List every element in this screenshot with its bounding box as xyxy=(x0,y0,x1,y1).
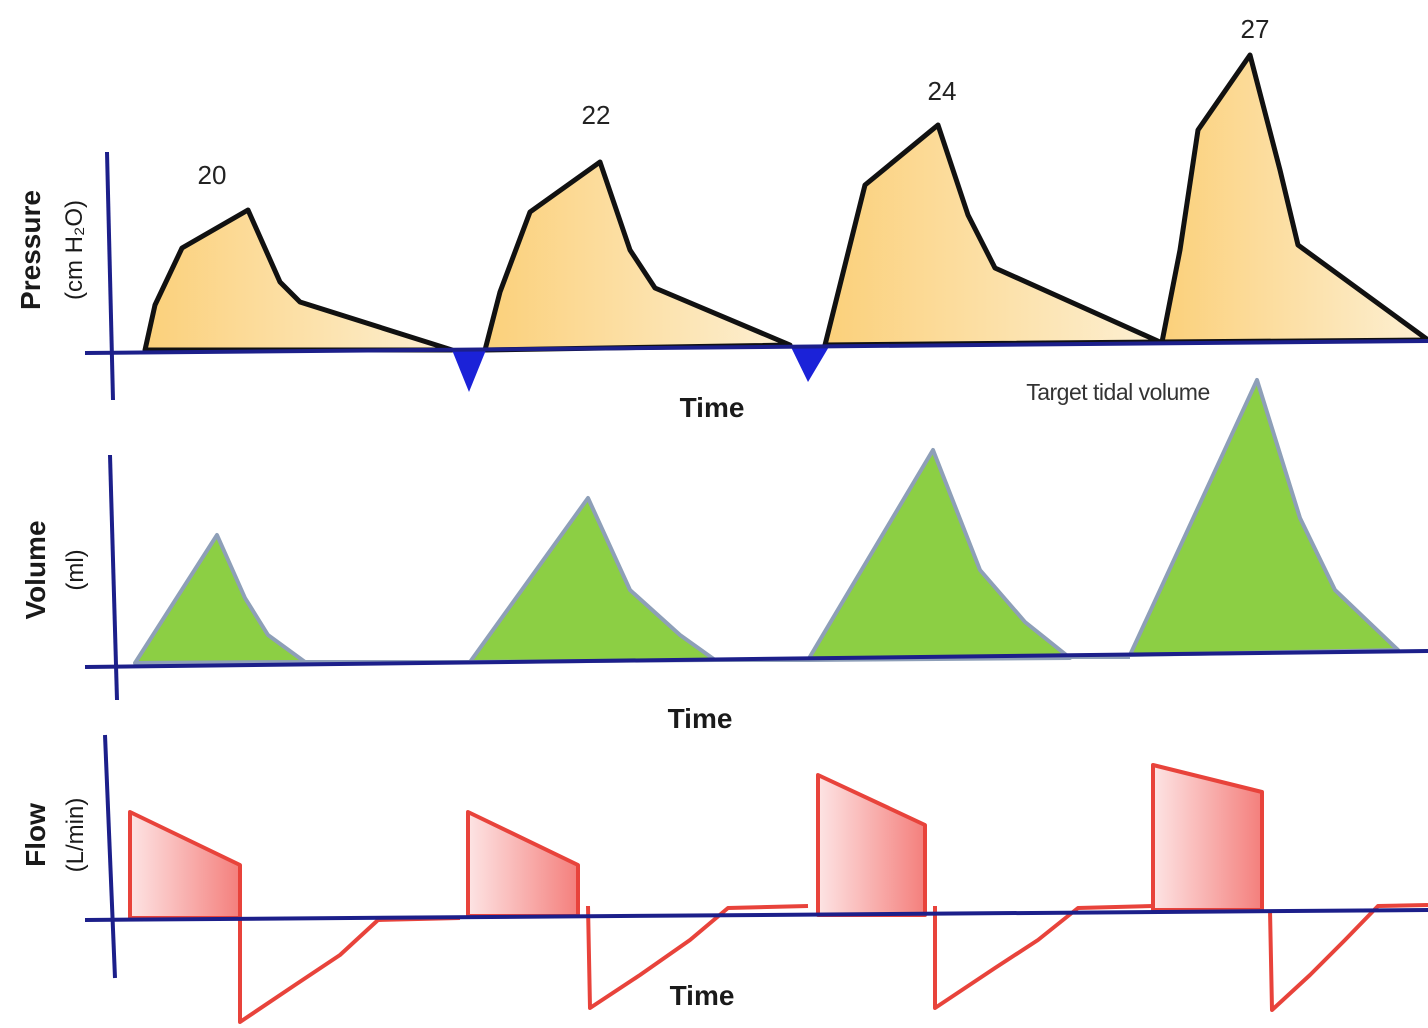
volume-breath-2 xyxy=(470,498,715,662)
flow-inspiration-3 xyxy=(818,775,925,915)
flow-inspiration-4 xyxy=(1153,765,1262,910)
volume-breath-4 xyxy=(1130,380,1398,655)
peak-label-2: 22 xyxy=(582,100,611,130)
flow-panel: Flow (L/min) Time xyxy=(20,735,1428,1022)
peak-label-3: 24 xyxy=(928,76,957,106)
pressure-breath-3 xyxy=(825,125,1160,345)
peak-label-4: 27 xyxy=(1241,14,1270,44)
volume-breath-1 xyxy=(135,535,305,663)
volume-panel: Target tidal volume Volume (ml) Time xyxy=(20,379,1428,734)
flow-expiration-4 xyxy=(1270,905,1428,1010)
flow-yunit: (L/min) xyxy=(62,798,89,873)
pressure-y-axis xyxy=(107,152,113,400)
pressure-panel: 20 22 24 27 Pressure (cm H₂O) Time xyxy=(15,14,1428,423)
flow-x-axis xyxy=(85,910,1428,920)
flow-expiration-1 xyxy=(240,918,460,1022)
pressure-ylabel: Pressure xyxy=(15,190,46,310)
pressure-yunit: (cm H₂O) xyxy=(61,200,88,300)
volume-breath-3 xyxy=(808,450,1070,660)
volume-ylabel: Volume xyxy=(20,520,51,619)
flow-xlabel: Time xyxy=(670,980,735,1011)
pressure-xlabel: Time xyxy=(680,392,745,423)
trigger-triangle-2 xyxy=(790,345,830,382)
trigger-triangle-1 xyxy=(452,350,486,392)
flow-ylabel: Flow xyxy=(20,803,51,867)
flow-expiration-3 xyxy=(935,906,1153,1008)
pressure-breath-4 xyxy=(1162,55,1428,342)
flow-y-axis xyxy=(105,735,115,978)
volume-y-axis xyxy=(110,455,117,700)
target-tidal-volume-label: Target tidal volume xyxy=(1026,379,1210,405)
flow-inspiration-2 xyxy=(468,812,578,916)
volume-xlabel: Time xyxy=(668,703,733,734)
volume-yunit: (ml) xyxy=(62,549,89,590)
peak-label-1: 20 xyxy=(198,160,227,190)
pressure-breath-1 xyxy=(145,210,452,350)
flow-inspiration-1 xyxy=(130,812,240,918)
pressure-breath-2 xyxy=(485,162,790,350)
